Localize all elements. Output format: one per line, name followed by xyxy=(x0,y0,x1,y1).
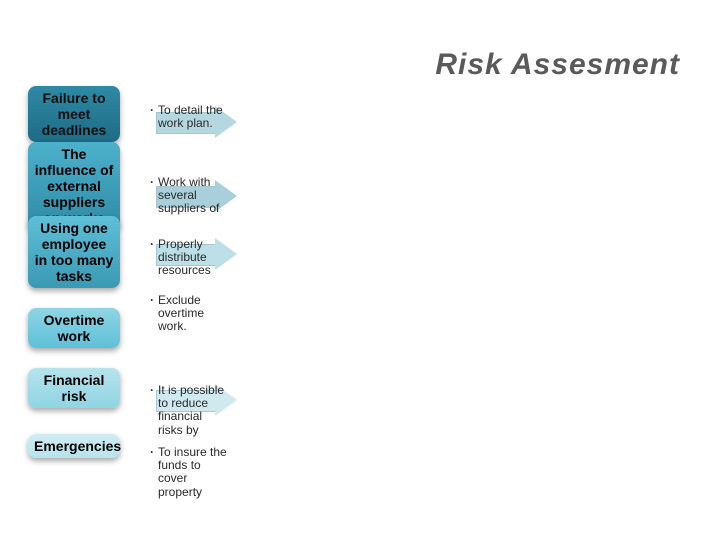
risk-box-overuse: Using one employee in too many tasks xyxy=(28,216,120,288)
mitigation-text: It is possible to reduce financial risks… xyxy=(158,384,230,437)
risk-box-financial: Financial risk xyxy=(28,368,120,408)
page-title: Risk Assesment xyxy=(435,48,680,82)
mitigation-text: Properly distribute resources xyxy=(158,238,230,278)
risk-box-emergency: Emergencies xyxy=(28,434,120,458)
mitigation-text: Exclude overtime work. xyxy=(158,294,230,334)
mitigation-text: To detail the work plan. xyxy=(158,104,230,130)
mitigation-text: To insure the funds to cover property xyxy=(158,446,230,499)
mitigation-text: Work with several suppliers of xyxy=(158,176,230,216)
risk-box-overtime: Overtime work xyxy=(28,308,120,348)
risk-box-deadlines: Failure to meet deadlines xyxy=(28,86,120,142)
